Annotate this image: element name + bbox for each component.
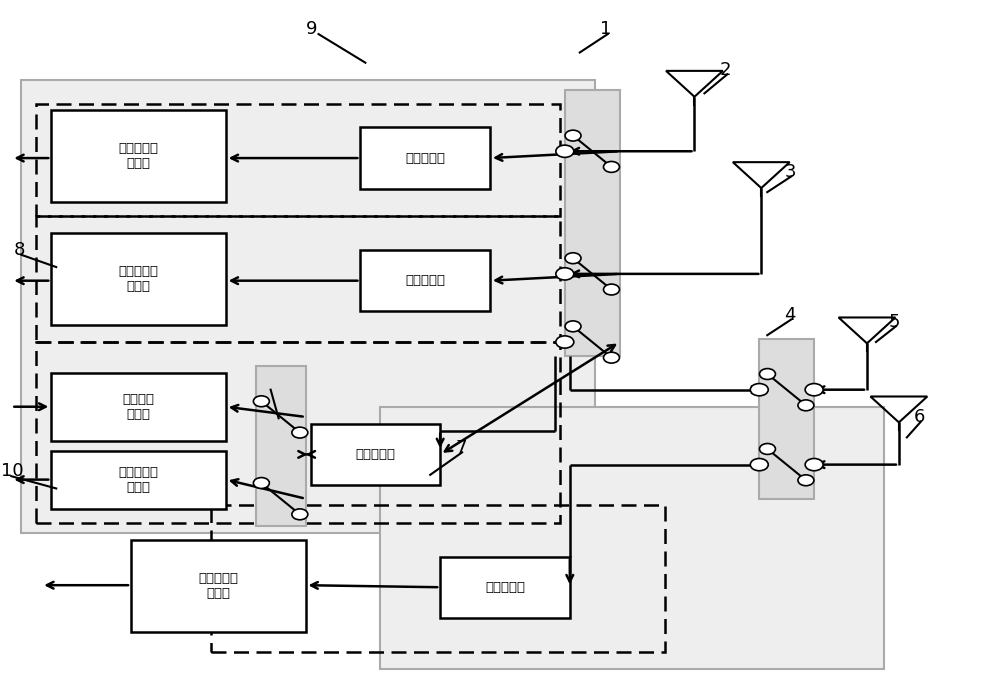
Circle shape [565, 321, 581, 332]
Circle shape [750, 384, 768, 396]
Bar [36, 342, 560, 523]
Bar [51, 373, 226, 440]
Circle shape [798, 400, 814, 411]
Bar [36, 216, 560, 342]
Text: 第六滤波器: 第六滤波器 [485, 581, 525, 594]
Bar [759, 339, 814, 499]
Bar [440, 557, 570, 618]
Text: 第一滤波器: 第一滤波器 [405, 274, 445, 287]
Text: 9: 9 [306, 20, 317, 38]
Circle shape [556, 145, 574, 157]
Bar [51, 110, 226, 202]
Text: 1: 1 [600, 20, 611, 38]
Text: 第一低噪声
放大器: 第一低噪声 放大器 [119, 265, 159, 293]
Circle shape [556, 336, 574, 348]
Text: 5: 5 [889, 313, 900, 330]
Circle shape [798, 475, 814, 486]
Circle shape [750, 458, 768, 471]
Text: 第二功率
放大器: 第二功率 放大器 [123, 393, 155, 421]
Text: 8: 8 [13, 241, 25, 259]
Bar [36, 103, 560, 216]
Circle shape [603, 352, 619, 363]
Circle shape [556, 267, 574, 280]
Circle shape [603, 284, 619, 295]
Bar [51, 233, 226, 325]
Circle shape [565, 130, 581, 141]
Circle shape [805, 384, 823, 396]
Text: 第三滤波器: 第三滤波器 [405, 152, 445, 165]
Text: 3: 3 [784, 163, 796, 181]
Bar [565, 90, 620, 356]
Text: 2: 2 [719, 60, 731, 79]
Circle shape [292, 509, 308, 520]
Circle shape [759, 369, 775, 380]
Circle shape [759, 443, 775, 454]
Bar [51, 451, 226, 509]
Circle shape [253, 477, 269, 488]
Bar [256, 366, 306, 526]
Text: 7: 7 [455, 438, 467, 457]
Text: 10: 10 [1, 462, 24, 480]
Circle shape [292, 427, 308, 438]
Bar [311, 424, 440, 485]
Bar [360, 250, 490, 311]
Circle shape [603, 161, 619, 172]
Text: 第四低噪声
放大器: 第四低噪声 放大器 [119, 466, 159, 494]
Text: 6: 6 [914, 408, 925, 426]
Circle shape [805, 458, 823, 471]
Text: 第六低噪声
放大器: 第六低噪声 放大器 [198, 572, 238, 600]
Circle shape [565, 253, 581, 263]
Text: 4: 4 [784, 306, 796, 324]
Text: 第三低噪声
放大器: 第三低噪声 放大器 [119, 142, 159, 170]
Bar [380, 407, 884, 669]
Bar [360, 127, 490, 189]
Bar [21, 80, 595, 533]
Text: 第四滤波器: 第四滤波器 [355, 448, 395, 461]
Bar [211, 505, 665, 652]
Text: 12: 12 [271, 404, 294, 423]
Bar [131, 540, 306, 631]
Circle shape [253, 396, 269, 407]
